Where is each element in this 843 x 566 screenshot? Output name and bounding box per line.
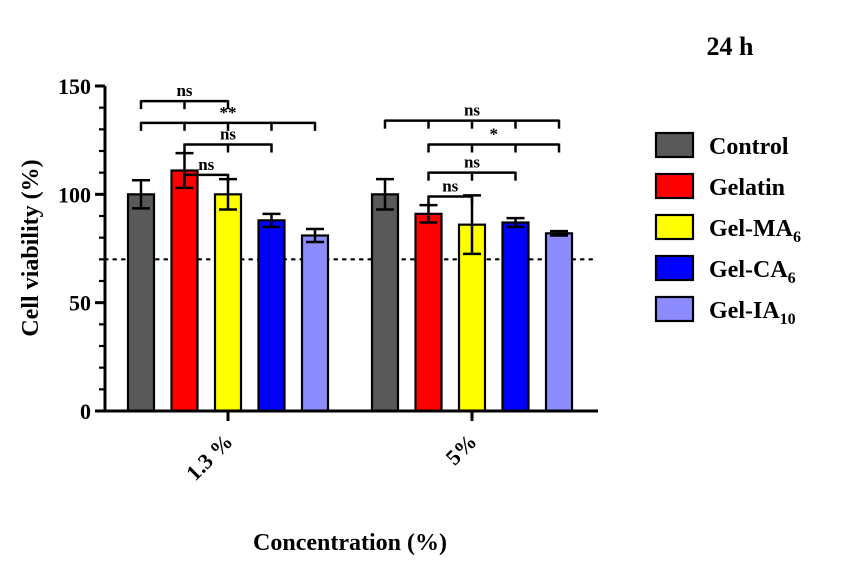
legend-item: Gelatin <box>654 172 785 201</box>
significance-bracket: ns <box>383 101 561 129</box>
error-bar <box>306 227 324 244</box>
significance-label: * <box>490 125 499 144</box>
legend-label-subscript: 6 <box>793 229 801 246</box>
significance-bracket: ns <box>427 177 474 205</box>
x-tick-label: 1.3 % <box>181 429 238 486</box>
significance-label: ns <box>464 153 480 172</box>
significance-bracket: ns <box>183 155 230 183</box>
legend-swatch <box>654 254 695 282</box>
legend-item: Gel-IA10 <box>654 295 796 328</box>
legend-label-text: Gel-MA <box>709 216 794 242</box>
bar-gel-ma-1-3-pct <box>213 193 243 413</box>
legend-label-subscript: 10 <box>780 311 796 328</box>
significance-bracket: ns <box>183 125 273 153</box>
legend-item: Gel-MA6 <box>654 213 801 246</box>
bar-gel-ma-5-pct <box>457 223 487 413</box>
legend-label-text: Gel-IA <box>709 298 780 324</box>
bar-control-5-pct <box>370 193 400 413</box>
legend-label-text: Gel-CA <box>709 257 788 283</box>
legend-swatch <box>654 172 695 200</box>
bar-gel-ia-1-3-pct <box>300 234 330 413</box>
error-bar <box>506 216 525 229</box>
bar-gelatin-5-pct <box>414 212 443 413</box>
significance-label: ns <box>220 125 236 144</box>
significance-bracket: ** <box>139 103 317 131</box>
bar-control-1-3-pct <box>126 193 156 413</box>
y-tick-label: 100 <box>58 182 91 207</box>
significance-label: ** <box>220 103 237 122</box>
legend-item: Gel-CA6 <box>654 254 796 287</box>
legend-label: Gelatin <box>709 175 785 201</box>
significance-bracket: * <box>427 125 561 153</box>
y-tick-label: 50 <box>69 291 91 316</box>
bar-gel-ca-1-3-pct <box>257 219 286 413</box>
significance-label: ns <box>176 81 192 100</box>
error-bar <box>550 229 568 237</box>
x-tick-label: 5% <box>441 429 482 470</box>
legend-swatch <box>654 213 695 241</box>
significance-label: ns <box>198 155 214 174</box>
y-axis-title: Cell viability (%) <box>18 159 44 336</box>
legend-item: Control <box>654 131 789 160</box>
x-axis-title: Concentration (%) <box>253 530 447 556</box>
legend-label: Control <box>709 134 789 160</box>
legend-label-text: Control <box>709 134 789 160</box>
bar-gel-ia-5-pct <box>544 232 574 413</box>
chart-title: 24 h <box>707 32 755 61</box>
error-bar <box>262 212 281 229</box>
significance-label: ns <box>464 101 480 120</box>
legend-label-text: Gelatin <box>709 175 785 201</box>
legend-label: Gel-MA6 <box>709 216 801 246</box>
bar-gelatin-1-3-pct <box>170 169 199 413</box>
error-bar <box>419 203 438 224</box>
significance-bracket: ns <box>427 153 517 181</box>
error-bar <box>376 177 394 211</box>
y-tick-label: 0 <box>80 399 91 424</box>
significance-label: ns <box>442 177 458 196</box>
significance-bracket: ns <box>139 81 230 110</box>
legend-swatch <box>654 131 695 159</box>
legend-swatch <box>654 295 695 323</box>
legend-label-subscript: 6 <box>788 270 796 287</box>
bar-gel-ca-5-pct <box>501 221 530 413</box>
error-bar <box>132 179 150 210</box>
y-tick-label: 150 <box>58 74 91 99</box>
legend-label: Gel-IA10 <box>709 298 796 328</box>
legend-label: Gel-CA6 <box>709 257 796 287</box>
